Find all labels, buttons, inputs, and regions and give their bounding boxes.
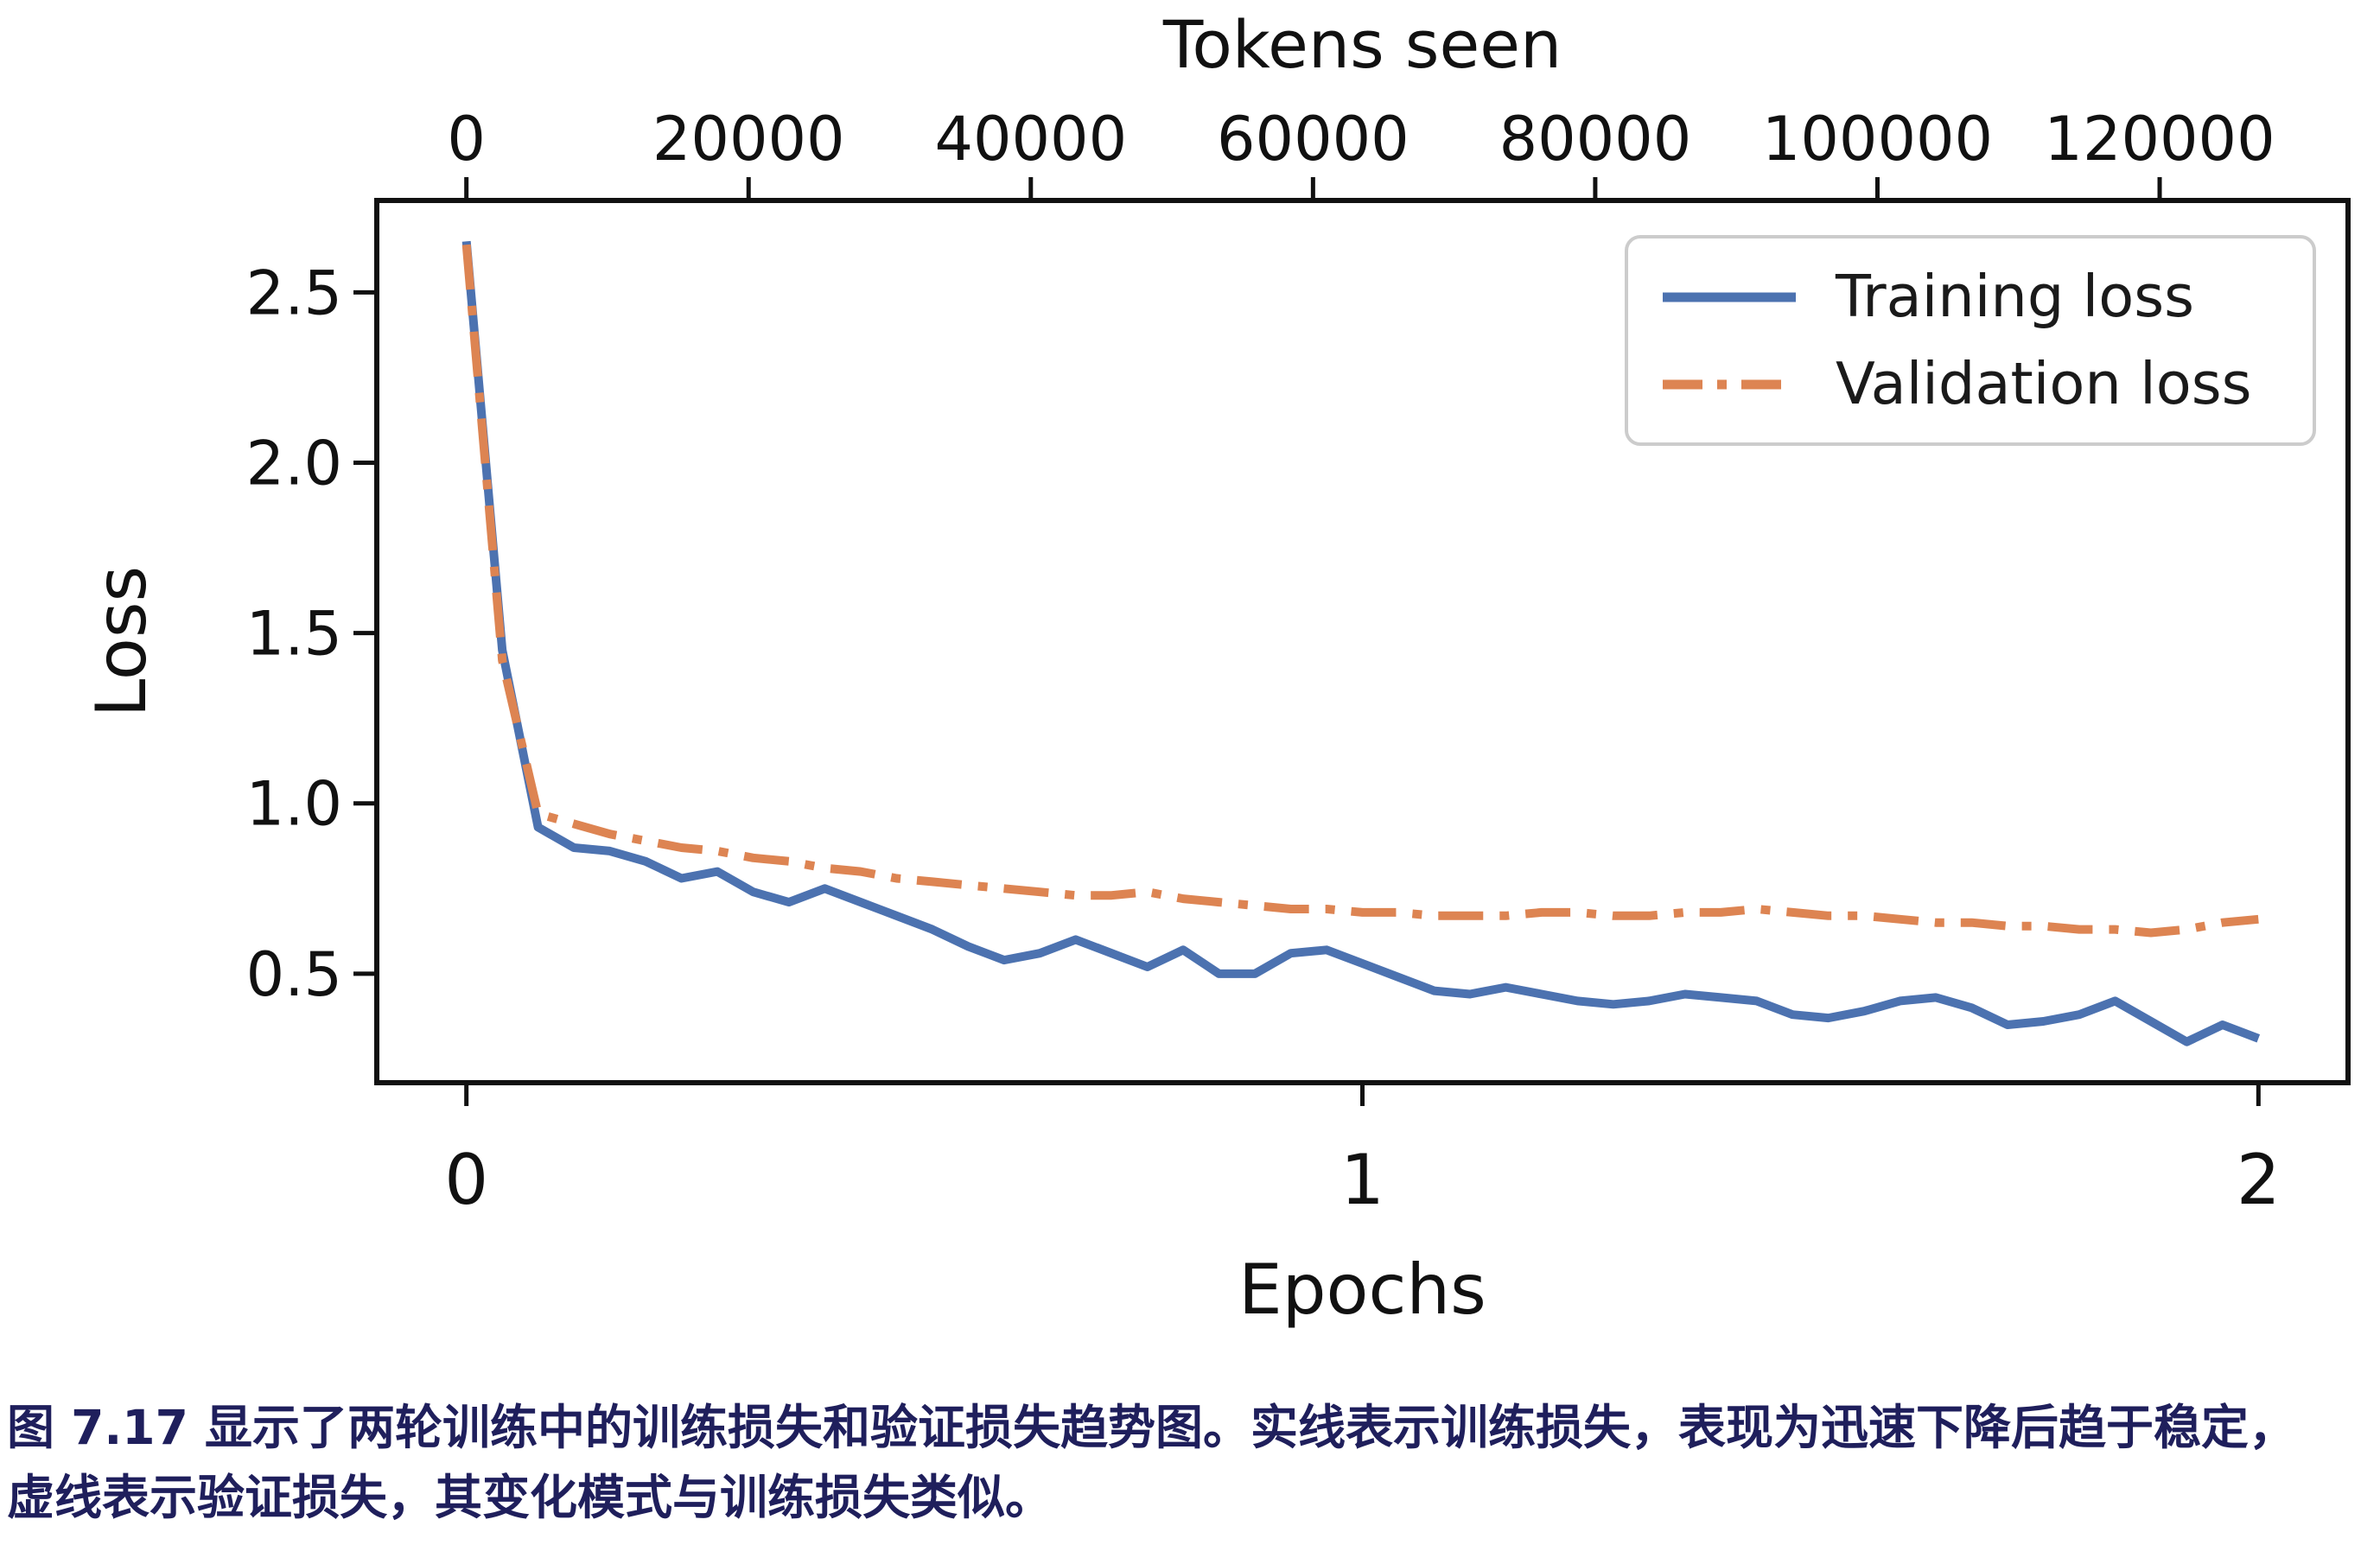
tokens-axis-tick-label: 120000 — [2044, 104, 2275, 175]
x-axis-tick-label: 2 — [2237, 1140, 2281, 1220]
x-axis-title: Epochs — [1238, 1249, 1486, 1330]
y-axis-tick-label: 2.5 — [246, 258, 342, 328]
figure-caption-line1: 图 7.17 显示了两轮训练中的训练损失和验证损失趋势图。实线表示训练损失，表现… — [7, 1400, 2296, 1455]
training-loss-line — [461, 240, 2261, 1046]
tokens-axis-tick-label: 40000 — [934, 104, 1127, 175]
tokens-axis-tick-label: 80000 — [1499, 104, 1692, 175]
validation-loss-line — [461, 244, 2259, 938]
tokens-axis-title: Tokens seen — [1162, 6, 1562, 83]
y-axis-tick-label: 1.0 — [246, 769, 342, 840]
legend-item-validation: Validation loss — [1659, 355, 2313, 413]
tokens-axis-tick-label: 20000 — [652, 104, 845, 175]
y-axis-title: Loss — [81, 566, 162, 717]
legend-label-validation: Validation loss — [1836, 350, 2252, 417]
tokens-axis-tick-label: 0 — [447, 104, 486, 175]
y-axis-tick-label: 0.5 — [246, 939, 342, 1010]
x-axis-tick-label: 1 — [1340, 1140, 1384, 1220]
legend-item-training: Training loss — [1659, 268, 2313, 326]
tokens-axis-tick-label: 100000 — [1762, 104, 1993, 175]
loss-chart: 0 1 2 0 20000 40000 60000 80000 100000 120000 2.5 2… — [81, 6, 2351, 1330]
tokens-axis-tick-label: 60000 — [1217, 104, 1410, 175]
y-axis-tick-label: 2.0 — [246, 429, 342, 499]
validation-loss-line-sample — [1663, 379, 1796, 389]
x-axis-tick-label: 0 — [444, 1140, 488, 1220]
figure-caption-line2: 虚线表示验证损失，其变化模式与训练损失类似。 — [7, 1469, 1053, 1525]
legend-label-training: Training loss — [1836, 263, 2195, 330]
y-axis-tick-label: 1.5 — [246, 599, 342, 670]
training-loss-line-sample — [1663, 292, 1796, 302]
figure-caption: 图 7.17 显示了两轮训练中的训练损失和验证损失趋势图。实线表示训练损失，表现… — [7, 1393, 2377, 1533]
chart-legend: Training loss Validation loss — [1625, 235, 2316, 446]
